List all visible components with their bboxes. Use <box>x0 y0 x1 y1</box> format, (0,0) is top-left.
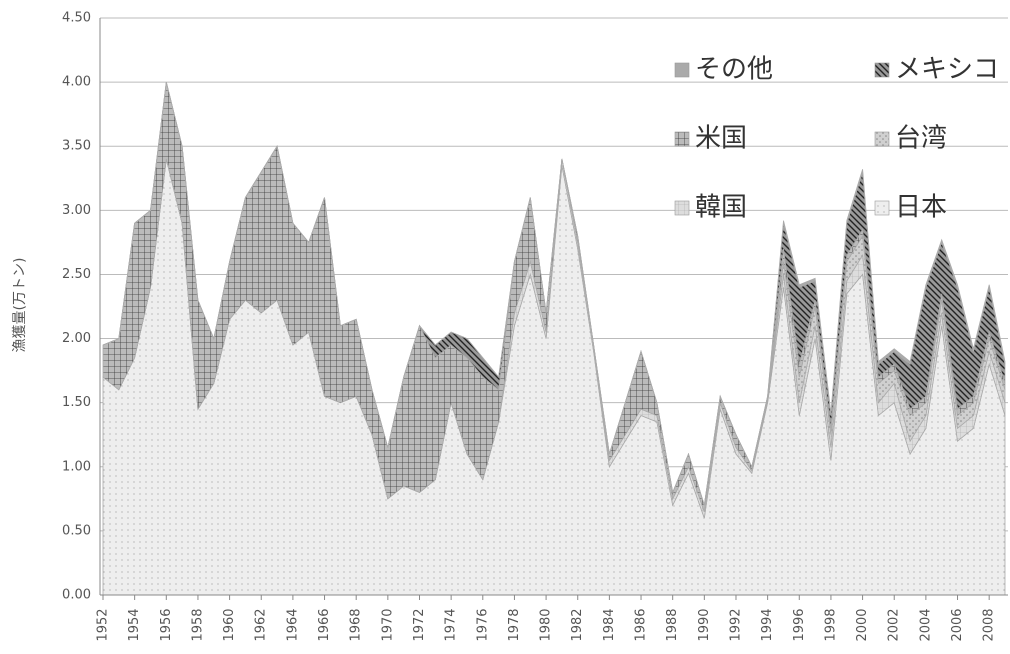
legend-label: 韓国 <box>695 193 747 223</box>
x-tick-label: 1958 <box>190 608 205 641</box>
y-tick-label: 2.50 <box>62 267 91 282</box>
y-tick-label: 1.50 <box>62 395 91 410</box>
y-tick-label: 3.50 <box>62 139 91 154</box>
x-tick-label: 1962 <box>254 608 269 641</box>
x-tick-label: 1970 <box>380 608 395 641</box>
area <box>102 82 1006 506</box>
legend-label: その他 <box>695 55 773 85</box>
x-tick-label: 1984 <box>602 608 617 641</box>
x-tick-label: 1972 <box>412 608 427 641</box>
x-tick-label: 1978 <box>507 608 522 641</box>
x-tick-label: 1982 <box>570 608 585 641</box>
x-tick-label: 1988 <box>665 608 680 641</box>
y-tick-label: 4.50 <box>62 11 91 26</box>
x-tick-label: 1966 <box>317 608 332 641</box>
y-axis-label: 漁獲量(万トン) <box>12 258 28 353</box>
y-tick-label: 3.00 <box>62 203 91 218</box>
x-tick-label: 2004 <box>918 608 933 641</box>
x-tick-label: 1960 <box>222 608 237 641</box>
x-tick-label: 1964 <box>285 608 300 641</box>
x-tick-label: 2006 <box>950 608 965 641</box>
legend-swatch <box>874 200 890 216</box>
x-tick-label: 2008 <box>982 608 997 641</box>
x-tick-label: 1974 <box>444 608 459 641</box>
y-tick-label: 1.00 <box>62 459 91 474</box>
y-tick-label: 0.50 <box>62 523 91 538</box>
x-tick-label: 1998 <box>823 608 838 641</box>
y-tick-label: 4.00 <box>62 75 91 90</box>
area <box>102 158 1006 596</box>
x-tick-label: 1980 <box>539 608 554 641</box>
legend-swatch <box>674 200 690 216</box>
x-tick-label: 1956 <box>159 608 174 641</box>
x-tick-label: 1996 <box>792 608 807 641</box>
x-tick-label: 1992 <box>728 608 743 641</box>
x-tick-label: 2002 <box>887 608 902 641</box>
legend-swatch <box>874 131 890 147</box>
y-tick-label: 0.00 <box>62 588 91 603</box>
legend-swatch <box>874 62 890 78</box>
x-tick-label: 1968 <box>349 608 364 641</box>
legend-label: 日本 <box>895 193 947 223</box>
x-tick-label: 1990 <box>697 608 712 641</box>
legend-label: メキシコ <box>895 55 999 85</box>
x-tick-label: 1994 <box>760 608 775 641</box>
x-tick-label: 1952 <box>96 608 111 641</box>
y-tick-label: 2.00 <box>62 331 91 346</box>
x-tick-label: 2000 <box>855 608 870 641</box>
legend-swatch <box>674 62 690 78</box>
x-tick-label: 1986 <box>634 608 649 641</box>
legend-label: 台湾 <box>895 124 947 154</box>
legend-label: 米国 <box>695 124 747 154</box>
legend-swatch <box>674 131 690 147</box>
x-tick-label: 1976 <box>475 608 490 641</box>
x-tick-label: 1954 <box>127 608 142 641</box>
